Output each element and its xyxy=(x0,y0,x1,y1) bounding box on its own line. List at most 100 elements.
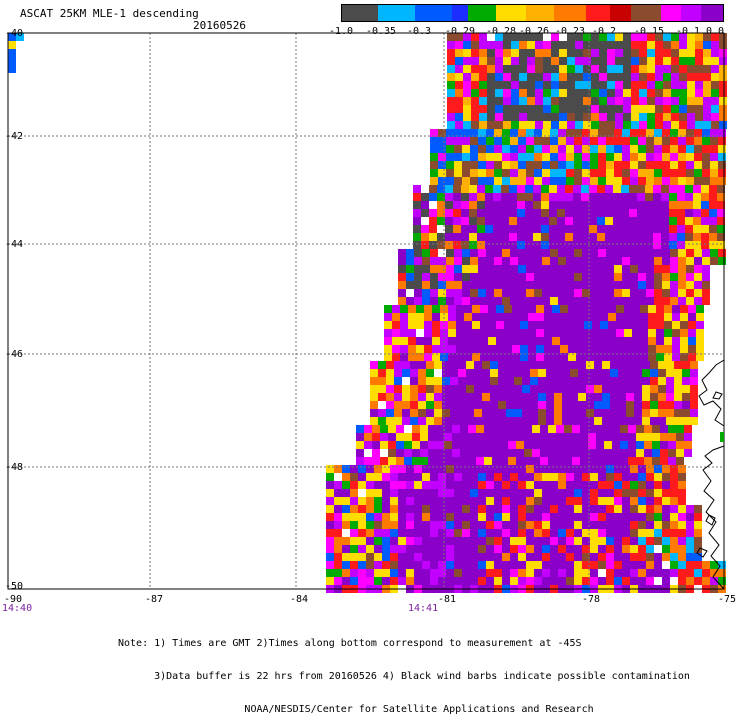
data-cell xyxy=(448,329,456,337)
data-cell xyxy=(418,361,426,369)
data-cell xyxy=(637,193,645,201)
data-cell xyxy=(591,81,599,89)
data-cell xyxy=(527,105,535,113)
data-cell xyxy=(470,553,478,561)
data-cell xyxy=(519,105,527,113)
data-cell xyxy=(642,377,650,385)
data-cell xyxy=(670,145,678,153)
data-cell xyxy=(575,89,583,97)
data-cell xyxy=(550,161,558,169)
data-cell xyxy=(402,401,410,409)
data-cell xyxy=(638,153,646,161)
data-cell xyxy=(678,129,686,137)
data-cell xyxy=(671,81,679,89)
data-cell xyxy=(400,321,408,329)
data-cell xyxy=(674,409,682,417)
data-cell xyxy=(503,33,511,41)
data-cell xyxy=(562,401,570,409)
data-cell xyxy=(522,385,530,393)
data-cell xyxy=(607,33,615,41)
data-cell xyxy=(604,433,612,441)
data-cell xyxy=(669,201,677,209)
data-cell xyxy=(606,289,614,297)
data-cell xyxy=(495,33,503,41)
data-cell xyxy=(502,137,510,145)
data-cell xyxy=(426,361,434,369)
data-cell xyxy=(538,409,546,417)
data-cell xyxy=(534,473,542,481)
data-cell xyxy=(533,201,541,209)
data-cell xyxy=(528,313,536,321)
data-cell xyxy=(656,329,664,337)
data-cell xyxy=(575,105,583,113)
data-cell xyxy=(485,241,493,249)
data-cell xyxy=(630,545,638,553)
data-cell xyxy=(662,553,670,561)
data-cell xyxy=(468,449,476,457)
data-cell xyxy=(517,225,525,233)
data-cell xyxy=(450,409,458,417)
data-cell xyxy=(600,353,608,361)
data-cell xyxy=(511,41,519,49)
data-cell xyxy=(436,457,444,465)
data-cell xyxy=(498,385,506,393)
data-cell xyxy=(606,537,614,545)
data-cell xyxy=(486,177,494,185)
color-scale-svg xyxy=(341,4,724,22)
data-cell xyxy=(590,161,598,169)
data-cell xyxy=(662,265,670,273)
data-cell xyxy=(645,209,653,217)
data-cell xyxy=(597,241,605,249)
scale-label-7: -0.23 xyxy=(554,26,586,37)
data-cell xyxy=(663,105,671,113)
data-cell xyxy=(678,569,686,577)
data-cell xyxy=(492,433,500,441)
data-cell xyxy=(679,97,687,105)
data-cell xyxy=(620,433,628,441)
data-cell xyxy=(672,337,680,345)
data-cell xyxy=(549,209,557,217)
data-cell xyxy=(694,553,702,561)
data-cell xyxy=(559,81,567,89)
data-cell xyxy=(414,281,422,289)
data-cell xyxy=(596,441,604,449)
data-cell xyxy=(534,129,542,137)
data-cell xyxy=(646,177,654,185)
data-cell xyxy=(418,417,426,425)
data-cell xyxy=(580,425,588,433)
data-cell xyxy=(479,33,487,41)
data-cell xyxy=(637,241,645,249)
data-cell xyxy=(524,449,532,457)
data-cell xyxy=(400,305,408,313)
data-cell xyxy=(478,153,486,161)
data-cell xyxy=(578,417,586,425)
data-cell xyxy=(442,409,450,417)
data-cell xyxy=(484,433,492,441)
data-cell xyxy=(560,345,568,353)
data-cell xyxy=(638,145,646,153)
data-cell xyxy=(538,361,546,369)
data-cell xyxy=(591,121,599,129)
data-cell xyxy=(648,305,656,313)
data-cell xyxy=(462,481,470,489)
data-cell xyxy=(366,513,374,521)
data-cell xyxy=(573,217,581,225)
product-date: 20160526 xyxy=(193,19,246,32)
data-cell xyxy=(686,289,694,297)
data-cell xyxy=(566,545,574,553)
data-cell xyxy=(526,161,534,169)
data-cell xyxy=(613,217,621,225)
data-cell xyxy=(527,81,535,89)
data-cell xyxy=(472,329,480,337)
data-cell xyxy=(614,145,622,153)
data-cell xyxy=(410,385,418,393)
data-cell xyxy=(478,129,486,137)
data-cell xyxy=(358,537,366,545)
data-cell xyxy=(510,129,518,137)
data-cell xyxy=(550,473,558,481)
data-cell xyxy=(434,409,442,417)
data-cell xyxy=(430,129,438,137)
data-cell xyxy=(558,257,566,265)
data-cell xyxy=(582,561,590,569)
data-cell xyxy=(568,345,576,353)
